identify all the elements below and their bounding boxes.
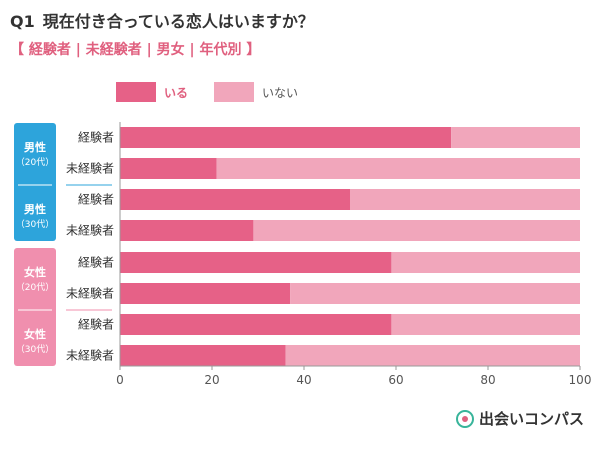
row-label-6: 経験者 — [78, 317, 114, 332]
chart-title: Q1 現在付き合っている恋人はいますか？ — [10, 8, 314, 32]
bar-iru-5 — [120, 283, 291, 304]
bar-inai-0 — [451, 127, 580, 148]
row-label-5: 未経験者 — [66, 286, 114, 301]
question-text: 現在付き合っている恋人はいますか？ — [42, 12, 314, 31]
bar-iru-3 — [120, 220, 254, 241]
bar-inai-5 — [290, 283, 580, 304]
group-sublabel-3: （30代） — [16, 344, 54, 355]
row-label-7: 未経験者 — [66, 348, 114, 363]
group-sublabel-2: （20代） — [16, 282, 54, 293]
group-label-2: 女性 — [24, 265, 46, 279]
legend-swatch-inai — [214, 82, 255, 102]
group-sublabel-1: （30代） — [16, 219, 54, 230]
x-tick-label-5: 100 — [569, 373, 592, 387]
bar-inai-3 — [253, 220, 580, 241]
row-label-1: 未経験者 — [66, 161, 114, 176]
group-label-1: 男性 — [24, 202, 46, 216]
question-number: Q1 — [10, 12, 35, 31]
group-sublabel-0: （20代） — [16, 157, 54, 168]
compass-logo-icon — [456, 409, 474, 428]
x-tick-label-4: 80 — [480, 373, 495, 387]
row-label-3: 未経験者 — [66, 223, 114, 238]
bar-iru-7 — [120, 345, 286, 366]
bar-inai-6 — [391, 314, 580, 335]
legend-swatch-iru — [116, 82, 156, 102]
chart-subtitle: 【 経験者 | 未経験者 | 男女 | 年代別 】 — [10, 42, 261, 58]
legend-item-inai: いない — [214, 82, 298, 102]
row-label-2: 経験者 — [78, 192, 114, 207]
bar-iru-6 — [120, 314, 392, 335]
group-label-0: 男性 — [24, 140, 46, 154]
bar-inai-4 — [391, 252, 580, 273]
row-label-4: 経験者 — [78, 255, 114, 270]
bar-iru-1 — [120, 158, 217, 179]
x-tick-label-0: 0 — [116, 373, 124, 387]
group-box-0 — [14, 123, 56, 241]
bar-inai-2 — [350, 189, 580, 210]
x-tick-label-2: 40 — [296, 373, 311, 387]
bar-inai-7 — [285, 345, 580, 366]
legend-item-iru: いる — [116, 82, 188, 102]
bar-iru-0 — [120, 127, 452, 148]
group-label-3: 女性 — [24, 327, 46, 341]
legend-label-inai: いない — [262, 85, 299, 100]
bar-iru-4 — [120, 252, 392, 273]
brand-logo: 出会いコンパス — [456, 408, 584, 429]
x-tick-label-1: 20 — [204, 373, 219, 387]
row-label-0: 経験者 — [78, 130, 114, 145]
x-tick-label-3: 60 — [388, 373, 403, 387]
bar-iru-2 — [120, 189, 350, 210]
legend: いる いない — [116, 82, 324, 102]
bar-inai-1 — [216, 158, 580, 179]
group-box-1 — [14, 248, 56, 366]
legend-label-iru: いる — [164, 85, 189, 100]
brand-name: 出会いコンパス — [479, 410, 585, 428]
